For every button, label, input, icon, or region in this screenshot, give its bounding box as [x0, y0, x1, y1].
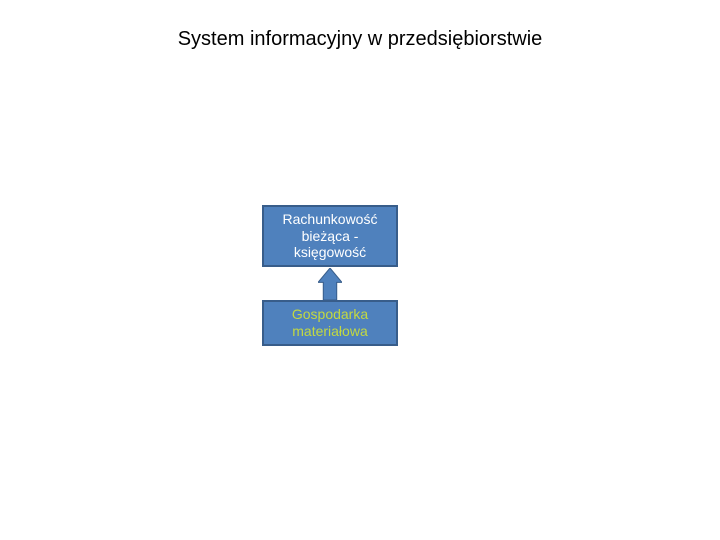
arrow-up-icon: [318, 268, 342, 300]
node-top: Rachunkowość bieżąca - księgowość: [262, 205, 398, 267]
diagram-title: System informacyjny w przedsiębiorstwie: [0, 28, 720, 51]
arrow-shape: [318, 268, 342, 300]
node-bottom: Gospodarka materiałowa: [262, 300, 398, 346]
diagram-canvas: System informacyjny w przedsiębiorstwie …: [0, 0, 720, 540]
